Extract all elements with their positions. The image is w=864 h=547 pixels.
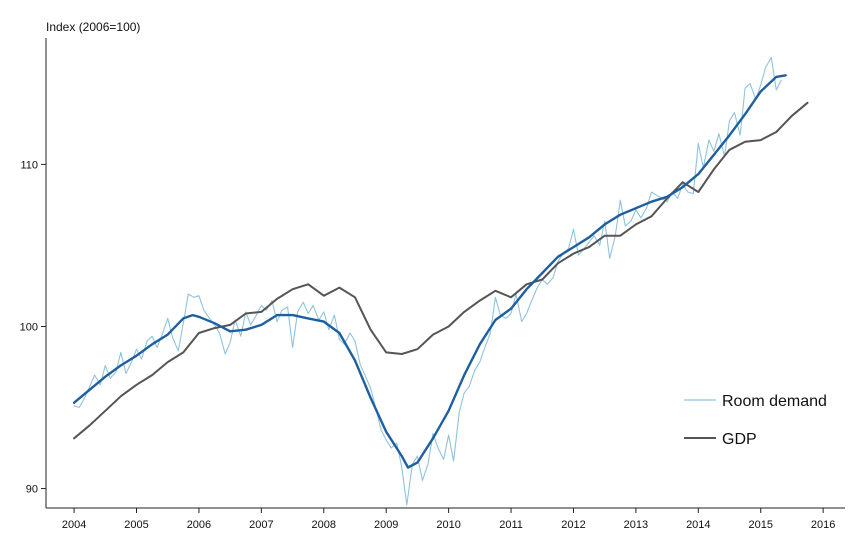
x-tick-label: 2004 — [62, 519, 86, 531]
room-demand-trend-line — [72, 74, 787, 469]
x-tick-label: 2007 — [249, 519, 273, 531]
legend-label-room-demand: Room demand — [722, 393, 827, 410]
x-tick-label: 2013 — [624, 519, 648, 531]
legend-label-gdp: GDP — [722, 431, 757, 448]
x-tick-label: 2016 — [811, 519, 835, 531]
x-tick-label: 2012 — [561, 519, 585, 531]
x-tick-label: 2010 — [436, 519, 460, 531]
x-tick-label: 2005 — [124, 519, 148, 531]
x-axis-ticks: 2004 2005 2006 2007 2008 2009 2010 2011 2012 2013… — [62, 508, 835, 531]
series-layer — [72, 56, 809, 506]
y-axis-ticks: 90 100 110 — [20, 159, 46, 496]
y-tick-label: 90 — [26, 484, 38, 496]
legend: Room demand GDP — [684, 393, 827, 448]
y-axis-title: Index (2006=100) — [46, 20, 140, 34]
x-tick-label: 2008 — [312, 519, 336, 531]
room-demand-raw-line — [73, 56, 782, 506]
x-tick-label: 2009 — [374, 519, 398, 531]
x-tick-label: 2015 — [748, 519, 772, 531]
y-tick-label: 100 — [20, 321, 38, 333]
x-tick-label: 2006 — [187, 519, 211, 531]
x-tick-label: 2011 — [499, 519, 523, 531]
x-tick-label: 2014 — [686, 519, 710, 531]
y-tick-label: 110 — [20, 159, 38, 171]
